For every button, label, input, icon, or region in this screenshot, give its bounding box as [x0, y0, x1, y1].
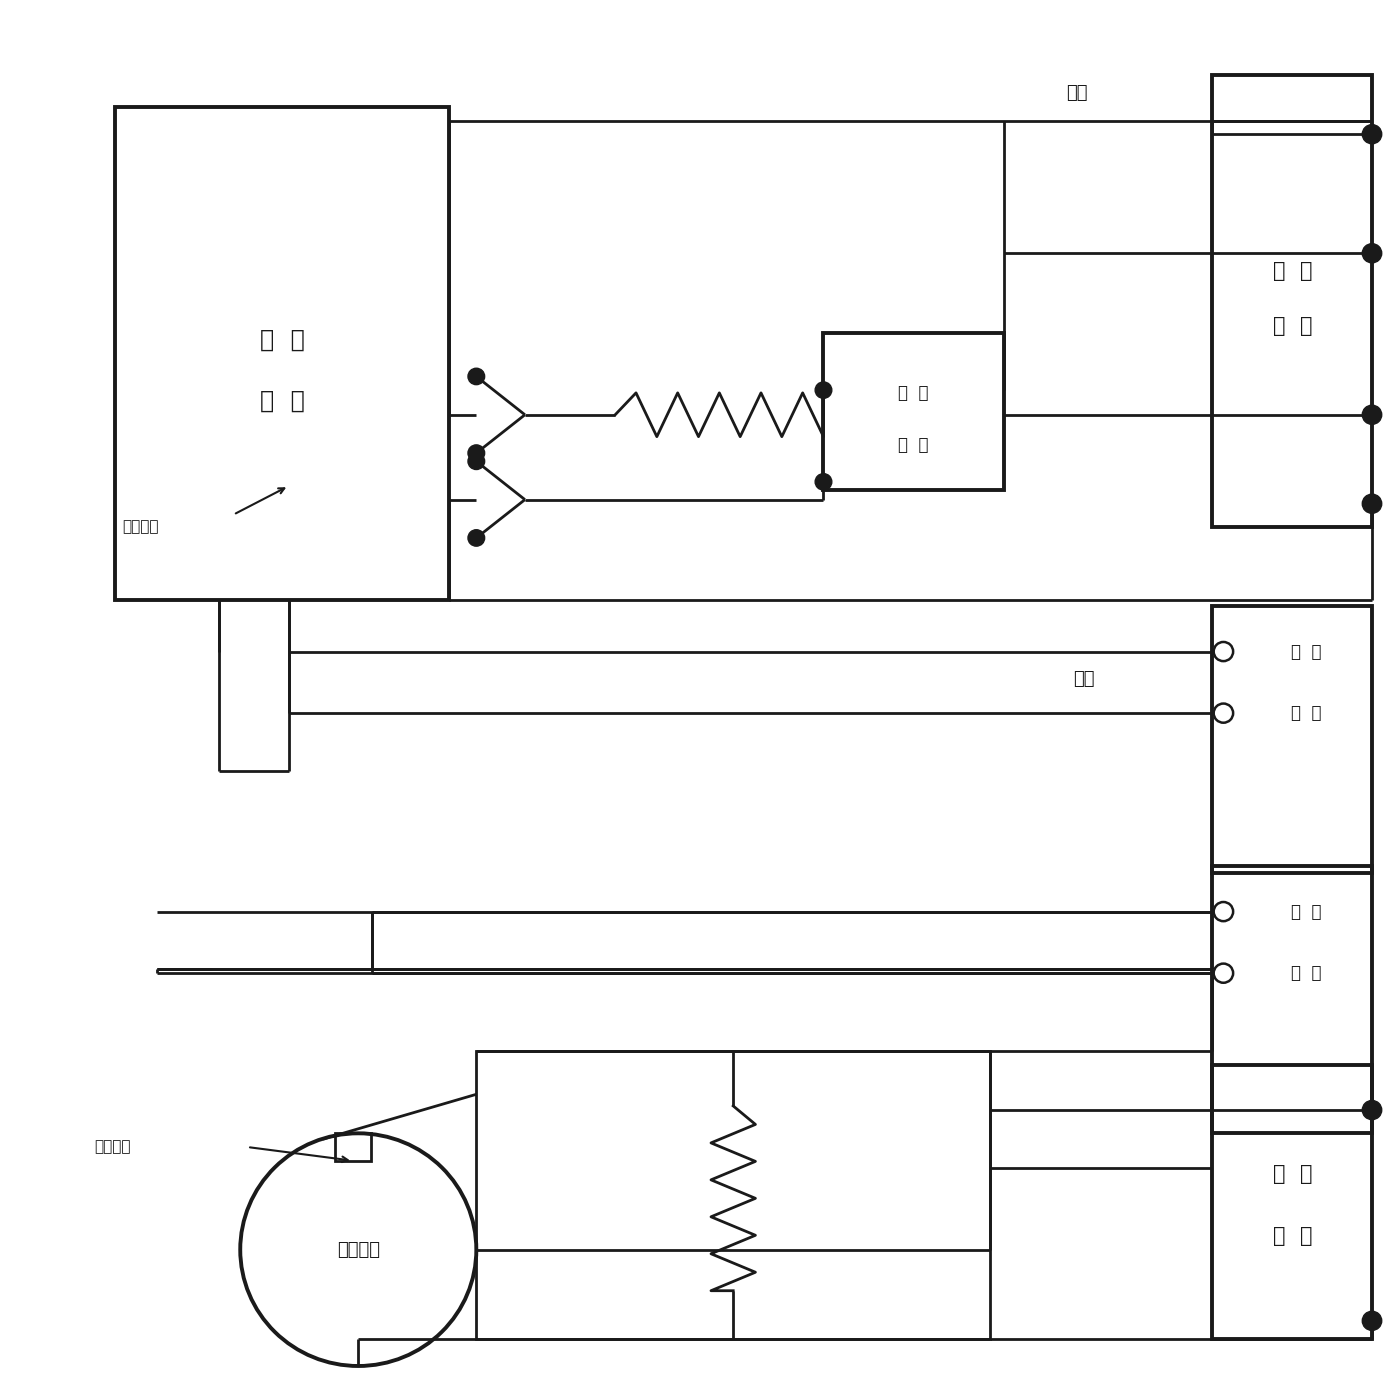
Text: 负  载: 负 载: [898, 437, 929, 454]
Bar: [335, 1133, 370, 1161]
Circle shape: [1362, 405, 1382, 424]
Bar: [1213, 606, 1372, 873]
Circle shape: [1362, 124, 1382, 143]
Text: 仪  表: 仪 表: [1273, 315, 1313, 336]
Circle shape: [468, 368, 485, 384]
Circle shape: [468, 445, 485, 461]
Text: 测温探头: 测温探头: [122, 519, 159, 534]
Text: 标准电池: 标准电池: [337, 1241, 380, 1259]
Circle shape: [1214, 704, 1234, 723]
Bar: [1213, 76, 1372, 527]
Bar: [116, 107, 448, 599]
Bar: [823, 333, 1004, 490]
Circle shape: [1362, 1100, 1382, 1120]
Circle shape: [814, 474, 831, 490]
Circle shape: [468, 453, 485, 470]
Text: 电  池: 电 池: [260, 390, 305, 413]
Circle shape: [814, 381, 831, 398]
Text: 可  变: 可 变: [898, 384, 929, 402]
Bar: [476, 1051, 990, 1338]
Bar: [1213, 1064, 1372, 1338]
Text: 监  控: 监 控: [1291, 964, 1322, 982]
Circle shape: [1362, 1311, 1382, 1330]
Bar: [1213, 866, 1372, 1133]
Text: 温  度: 温 度: [1291, 902, 1322, 921]
Circle shape: [1362, 494, 1382, 514]
Circle shape: [1214, 964, 1234, 983]
Text: 测  量: 测 量: [1273, 1165, 1313, 1184]
Text: 电压: 电压: [1073, 671, 1095, 688]
Circle shape: [1214, 642, 1234, 661]
Text: 电流: 电流: [1066, 84, 1088, 102]
Circle shape: [1214, 902, 1234, 921]
Text: 监  控: 监 控: [1291, 704, 1322, 722]
Text: 待  测: 待 测: [260, 328, 305, 351]
Text: 仪  表: 仪 表: [1273, 1226, 1313, 1246]
Text: 温  度: 温 度: [1291, 643, 1322, 661]
Circle shape: [468, 530, 485, 547]
Text: 测温探头: 测温探头: [95, 1140, 131, 1154]
Text: 测  量: 测 量: [1273, 262, 1313, 281]
Circle shape: [1362, 244, 1382, 263]
